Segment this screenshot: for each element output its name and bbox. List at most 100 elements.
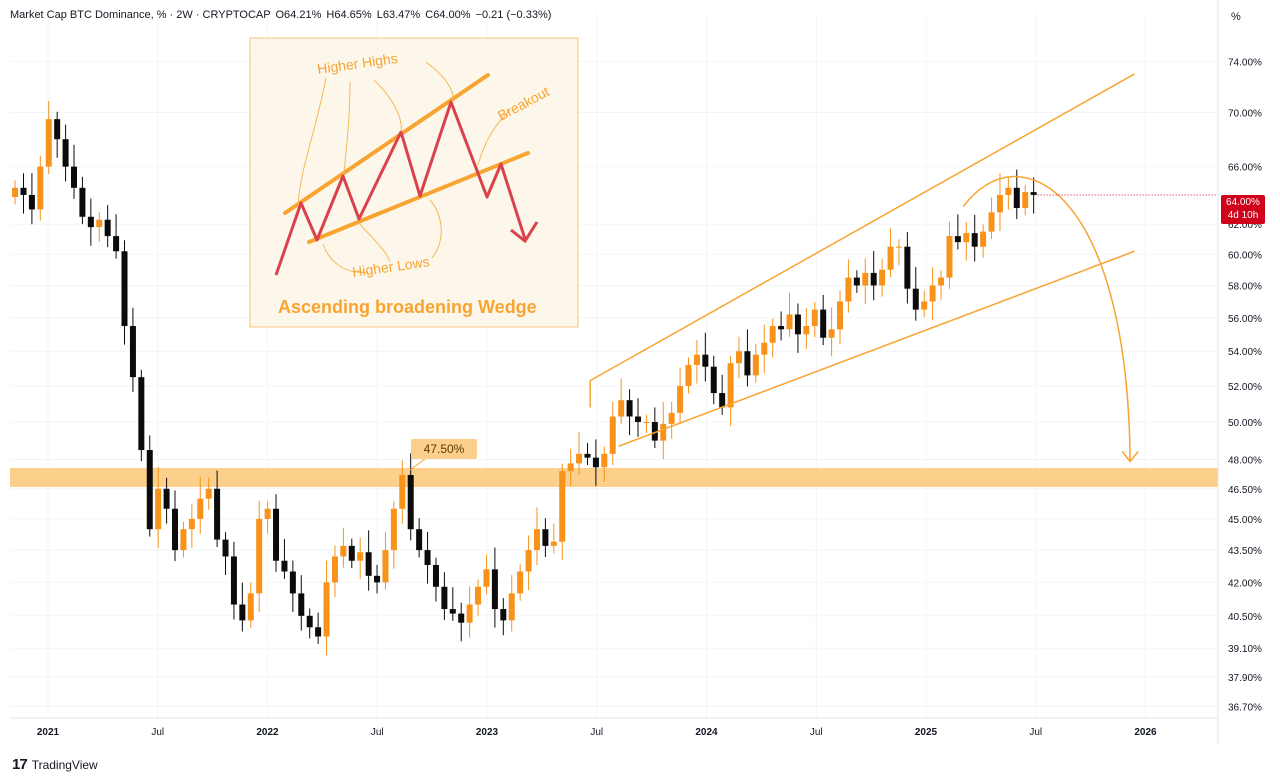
candle-down [172,508,179,551]
candle-down [129,326,136,378]
candle-down [870,272,877,286]
y-tick-label: 66.00% [1228,163,1262,174]
candle-up [921,301,928,310]
candle-down [584,453,591,458]
grid [10,13,1218,718]
y-tick-label: 54.00% [1228,347,1262,358]
candle-up [188,518,195,530]
chart-legend: Market Cap BTC Dominance, % · 2W · CRYPT… [10,9,551,21]
inset-arrow-head [510,221,539,244]
y-tick-label: 43.50% [1228,546,1262,557]
channel-lower-line [618,250,1135,447]
candle-down [651,422,658,441]
candle-up [399,475,406,509]
x-tick-label: 2022 [256,727,279,738]
inset-title: Ascending broadening Wedge [278,297,537,317]
candle-up [483,569,490,587]
candle-down [121,251,128,327]
candle-down [281,560,288,572]
price-unit-label[interactable]: % [1231,11,1241,23]
candle-down [458,613,465,623]
candle-up [677,385,684,413]
candle-down [79,187,86,217]
price-axis: 74.00% 70.00% 66.00% 62.00% 60.00% 58.00% 56.0… [1228,57,1262,713]
candle-down [719,393,726,408]
inset-frame [249,37,579,328]
candle-up [382,550,389,583]
candle-up [988,212,995,232]
candle-up [693,354,700,365]
x-tick-label: 2023 [476,727,499,738]
level-label: 47.50% [411,439,477,459]
y-tick-label: 37.90% [1228,673,1262,684]
candles [12,100,1037,656]
candle-down [138,377,145,451]
candle-up [256,518,263,594]
candle-down [710,366,717,394]
candle-up [996,194,1003,213]
candle-up [769,326,776,343]
candle-down [794,314,801,335]
candle-down [20,187,27,195]
candle-up [929,285,936,302]
candle-down [626,400,633,417]
candle-up [828,329,835,338]
candle-up [12,187,19,198]
candle-down [441,586,448,610]
bar-countdown: 4d 10h [1227,210,1259,221]
candle-down [289,571,296,594]
low-value: L63.47% [376,9,421,21]
candle-up [466,604,473,623]
footer[interactable]: 17 TradingView [12,756,98,773]
candle-down [500,609,507,621]
candle-up [845,277,852,302]
candle-down [853,277,860,286]
candle-up [525,550,532,572]
candle-up [567,463,574,472]
candle-down [592,457,599,468]
candle-up [331,556,338,583]
candle-down [70,166,77,188]
candle-down [28,194,35,210]
level-label-connector [409,458,426,471]
candle-up [323,582,330,637]
y-tick-label: 45.00% [1228,515,1262,526]
candle-up [559,471,566,542]
candle-down [348,545,355,561]
last-price-value: 64.00% [1226,197,1260,208]
y-tick-label: 74.00% [1228,57,1262,68]
candle-up [685,364,692,386]
candle-up [601,453,608,468]
candle-up [205,488,212,499]
candle-down [214,488,221,540]
candle-up [895,246,902,248]
candle-up [390,508,397,551]
candle-up [879,269,886,286]
candle-down [54,119,61,140]
candle-down [744,351,751,376]
candle-up [1005,187,1012,195]
candle-down [971,233,978,247]
candle-down [298,593,305,616]
candle-down [407,475,414,530]
candle-up [340,545,347,557]
last-price-badge: 64.00% 4d 10h [1221,195,1265,224]
candle-down [306,615,313,628]
candle-up [660,423,667,441]
candle-up [180,529,187,551]
pattern-inset: Higher Highs Breakout Higher Lows Ascend… [249,37,579,328]
projection-arrow [962,175,1131,462]
candle-down [432,565,439,587]
brand-name[interactable]: TradingView [31,757,98,772]
inset-lower-line [307,151,530,244]
close-value: C64.00% [425,9,471,21]
tradingview-logo-icon[interactable]: 17 [12,756,28,773]
candle-up [96,219,103,228]
candle-up [609,416,616,454]
candle-down [222,539,229,557]
candle-up [475,586,482,605]
candle-down [912,288,919,310]
y-tick-label: 60.00% [1228,250,1262,261]
candle-up [643,422,650,424]
